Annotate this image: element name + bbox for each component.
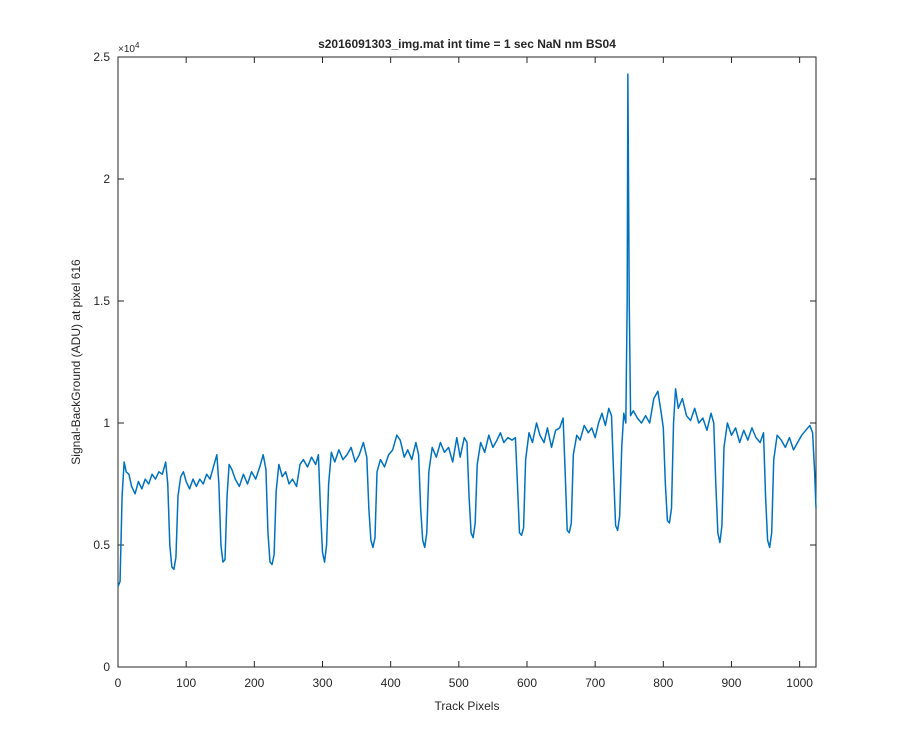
x-tick-label: 100	[176, 676, 196, 690]
x-tick-label: 400	[381, 676, 401, 690]
y-tick-label: 1.5	[93, 294, 110, 308]
data-line	[117, 73, 817, 587]
x-tick-label: 800	[653, 676, 673, 690]
x-tick-label: 900	[721, 676, 741, 690]
y-tick-label: 0.5	[93, 538, 110, 552]
chart-title: s2016091303_img.mat int time = 1 sec NaN…	[318, 37, 616, 51]
plot-area	[117, 56, 817, 668]
x-tick-label: 300	[312, 676, 332, 690]
y-tick-label: 1	[103, 416, 110, 430]
y-tick-label: 2.5	[93, 50, 110, 64]
y-exponent: ×104	[118, 41, 140, 55]
x-tick-label: 200	[244, 676, 264, 690]
x-tick-label: 700	[585, 676, 605, 690]
y-exponent-power: 4	[135, 41, 140, 50]
y-tick-label: 2	[103, 172, 110, 186]
y-axis-label: Signal-BackGround (ADU) at pixel 616	[69, 259, 83, 465]
y-exponent-base: ×10	[118, 44, 135, 55]
x-tick-label: 1000	[786, 676, 813, 690]
x-tick-label: 0	[115, 676, 122, 690]
x-axis-label: Track Pixels	[435, 699, 500, 713]
x-tick-label: 600	[517, 676, 537, 690]
y-tick-label: 0	[103, 660, 110, 674]
x-tick-label: 500	[449, 676, 469, 690]
